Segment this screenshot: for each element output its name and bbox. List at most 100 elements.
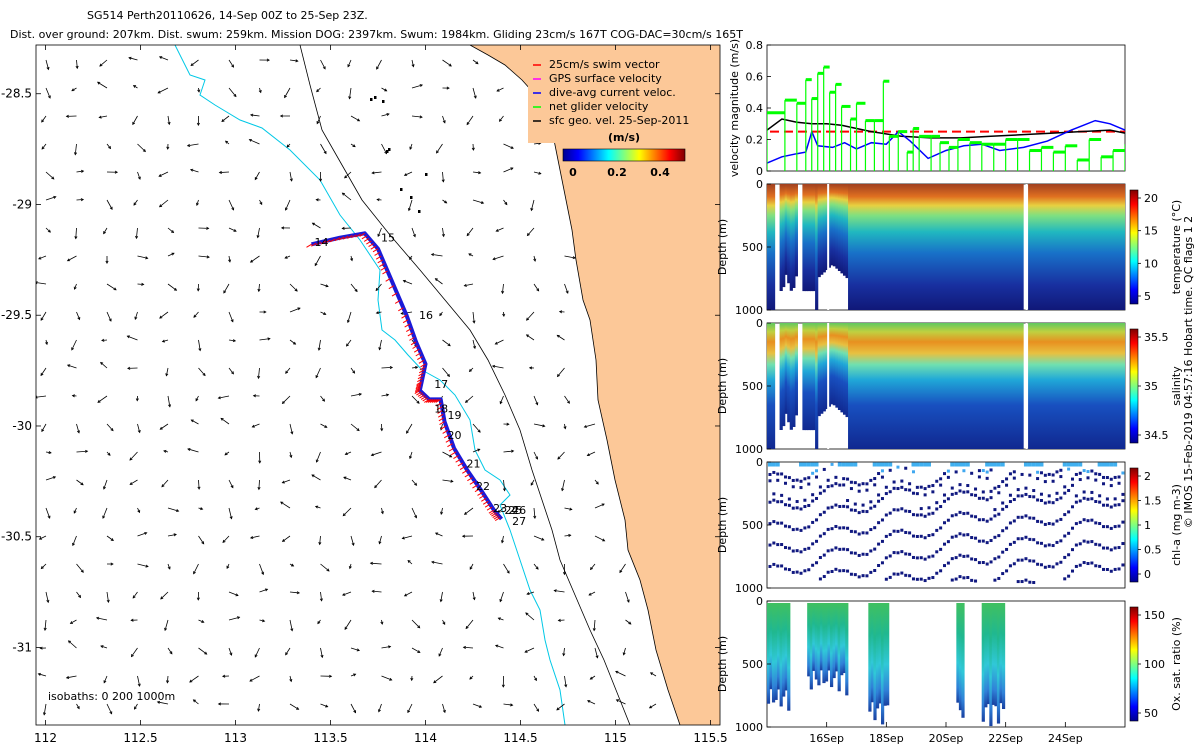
current-arrow-head	[380, 428, 384, 432]
current-arrow	[498, 617, 504, 621]
profile-column	[789, 184, 793, 291]
profile-column	[967, 323, 971, 449]
current-arrow	[465, 619, 474, 629]
current-arrow	[284, 255, 291, 259]
chla-sample	[1063, 577, 1067, 581]
current-arrow-head	[449, 454, 453, 458]
profile-column	[1005, 323, 1009, 449]
depth-tick-label: 0	[756, 317, 763, 330]
chla-sample	[997, 534, 1001, 538]
current-arrow	[376, 59, 382, 70]
current-arrow	[587, 700, 596, 705]
current-arrow-head	[356, 428, 360, 432]
chla-sample	[993, 486, 997, 490]
current-arrow	[442, 115, 446, 123]
surface-velocity-arrows	[36, 56, 657, 716]
current-arrow-head	[378, 347, 382, 351]
current-arrow	[533, 451, 538, 460]
colorbar-tick-label: 5	[1144, 290, 1151, 303]
chla-sample	[853, 573, 857, 577]
chla-sample	[915, 556, 919, 560]
chla-sample	[1121, 471, 1125, 475]
depth-tick-label: 0	[756, 456, 763, 469]
chla-sample	[795, 506, 799, 510]
chla-sample	[1078, 471, 1082, 475]
profile-column	[893, 184, 897, 310]
current-arrow	[344, 619, 352, 630]
oxygen-column	[842, 603, 846, 674]
land-mass	[470, 45, 720, 725]
chla-surface-sample	[1023, 462, 1028, 467]
chla-sample	[807, 568, 811, 572]
chla-sample	[896, 487, 900, 491]
current-arrow-head	[525, 334, 530, 338]
current-arrow-head	[510, 703, 514, 707]
current-arrow	[289, 307, 301, 313]
legend-colorbar	[562, 148, 686, 162]
chla-sample	[943, 542, 947, 546]
current-arrow	[411, 395, 420, 404]
swim-vector	[437, 410, 443, 414]
chla-sample	[772, 520, 776, 524]
chla-sample	[900, 550, 904, 554]
current-arrow	[594, 535, 605, 542]
profile-column	[1010, 323, 1014, 449]
chla-sample	[1067, 488, 1071, 492]
current-arrow-head	[95, 616, 100, 620]
current-arrow-head	[344, 626, 348, 630]
chla-sample	[1028, 537, 1032, 541]
current-arrow-head	[135, 235, 139, 240]
current-arrow-head	[356, 648, 360, 652]
profile-column	[929, 323, 933, 449]
chla-surface-sample	[876, 462, 881, 467]
chla-sample	[974, 558, 978, 562]
chla-sample	[857, 489, 861, 493]
current-arrow	[137, 143, 146, 152]
current-arrow-head	[106, 599, 110, 604]
chla-sample	[1117, 503, 1121, 507]
profile-column	[1061, 323, 1065, 449]
chla-sample	[1005, 569, 1009, 573]
chla-sample	[873, 526, 877, 530]
oxygen-column	[812, 603, 816, 671]
swim-vector	[351, 234, 357, 239]
current-arrow-head	[99, 63, 103, 67]
profile-column	[939, 323, 943, 449]
current-arrow	[438, 647, 443, 657]
chla-sample	[1005, 505, 1009, 509]
current-arrow	[411, 479, 417, 486]
oxygen-column	[829, 603, 834, 688]
current-arrow-head	[472, 345, 476, 350]
chla-sample	[1001, 550, 1005, 554]
chla-sample	[776, 478, 780, 482]
current-arrow	[495, 339, 504, 345]
chla-sample	[1051, 501, 1055, 505]
chla-sample	[884, 513, 888, 517]
profile-column	[848, 323, 852, 449]
day-label: 17	[434, 378, 448, 391]
current-arrow-head	[43, 627, 47, 631]
profile-column	[1086, 184, 1090, 310]
current-arrow	[442, 227, 445, 237]
section-colorbar	[1129, 189, 1139, 305]
chla-sample	[954, 513, 958, 517]
profile-column	[1086, 323, 1090, 449]
chla-sample	[880, 497, 884, 501]
chla-sample	[915, 513, 919, 517]
current-arrow-head	[326, 568, 330, 572]
chla-sample	[1043, 544, 1047, 548]
current-arrow-head	[354, 288, 358, 293]
swim-vector	[368, 243, 374, 248]
current-arrow	[164, 619, 169, 631]
current-arrow-head	[281, 400, 285, 405]
day-label: 23	[493, 502, 507, 515]
current-arrow-head	[137, 429, 141, 434]
chla-sample	[1090, 497, 1094, 501]
profile-column	[784, 184, 788, 275]
current-arrow-head	[466, 233, 470, 237]
chla-sample	[1020, 472, 1024, 476]
profile-column	[875, 184, 880, 310]
chla-sample	[888, 490, 892, 494]
